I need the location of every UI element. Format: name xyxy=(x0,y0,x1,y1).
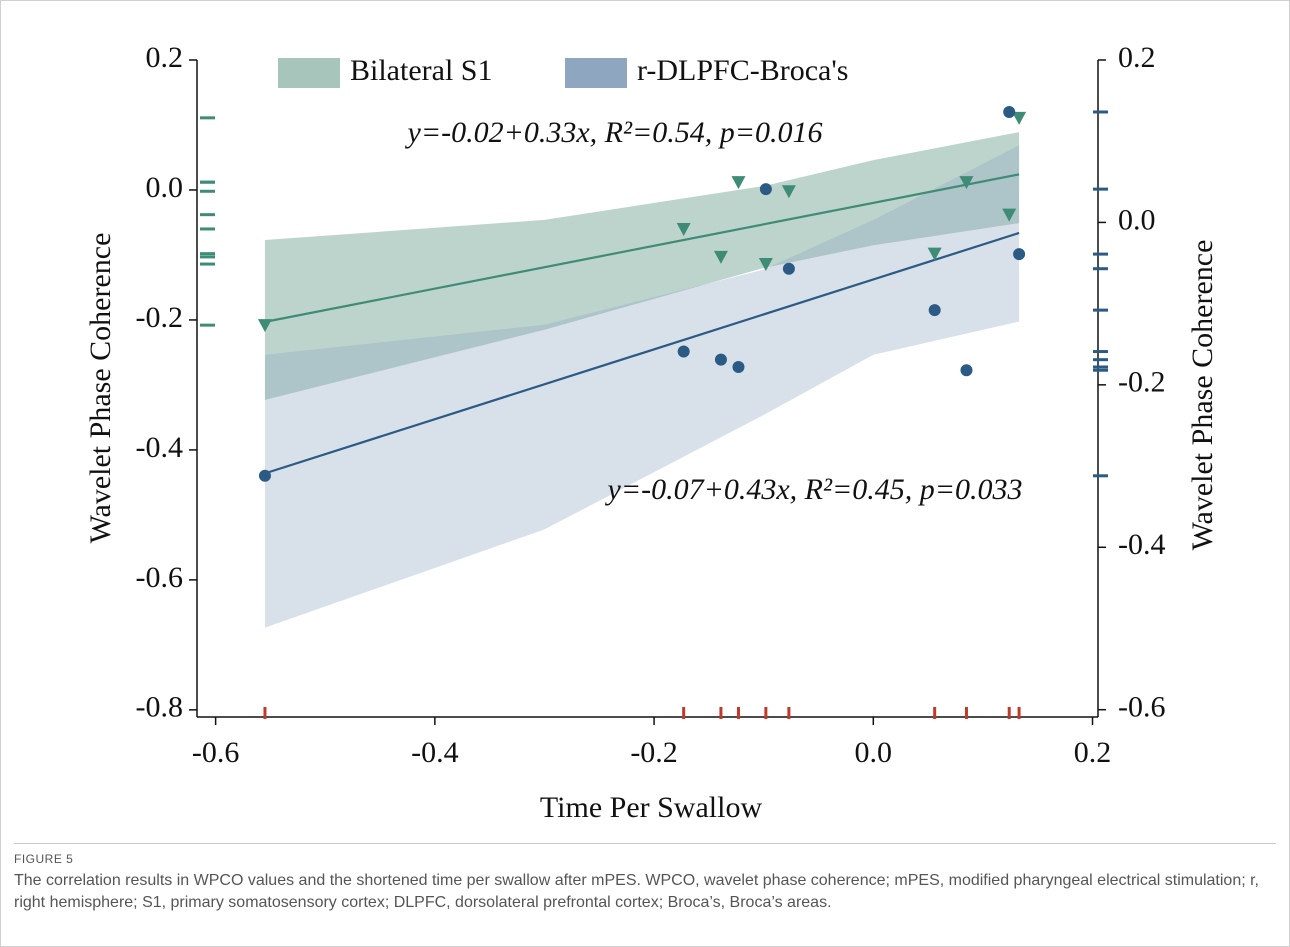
y2-tick-label: -0.6 xyxy=(1118,691,1166,724)
confidence-band xyxy=(264,132,1020,400)
legend-swatch xyxy=(565,58,627,88)
fit-annotation: y=-0.07+0.43x, R²=0.45, p=0.033 xyxy=(605,473,1023,506)
point xyxy=(732,360,745,373)
point xyxy=(713,250,728,264)
point xyxy=(714,353,727,366)
fit-line xyxy=(264,231,1020,475)
legend-label: r-DLPFC-Broca's xyxy=(637,54,848,87)
y2-tick-label: 0.0 xyxy=(1118,203,1156,236)
y-tick-label: 0.2 xyxy=(146,41,184,74)
point xyxy=(1012,111,1027,125)
figure-label: FIGURE 5 xyxy=(14,852,74,866)
x-tick-label: 0.0 xyxy=(855,736,893,769)
legend-label: Bilateral S1 xyxy=(350,54,492,87)
y2-tick-label: -0.4 xyxy=(1118,528,1166,561)
figure-caption: The correlation results in WPCO values a… xyxy=(14,872,1259,911)
y-axis-label: Wavelet Phase Coherence xyxy=(84,233,117,544)
point xyxy=(1013,248,1026,261)
y-tick-label: -0.4 xyxy=(136,431,184,464)
y-tick-label: -0.2 xyxy=(136,301,184,334)
point xyxy=(1002,208,1017,222)
point xyxy=(959,176,974,190)
x-tick-label: -0.6 xyxy=(192,736,240,769)
point xyxy=(960,364,973,377)
fit-annotation: y=-0.02+0.33x, R²=0.54, p=0.016 xyxy=(405,116,823,149)
point xyxy=(928,304,941,317)
fit-line xyxy=(264,173,1020,323)
point xyxy=(781,185,796,199)
point xyxy=(731,176,746,190)
y2-axis-label: Wavelet Phase Coherence xyxy=(1186,240,1219,551)
point xyxy=(676,222,691,236)
point xyxy=(782,262,795,275)
point xyxy=(677,345,690,358)
caption-block: FIGURE 5 The correlation results in WPCO… xyxy=(14,843,1276,914)
y2-tick-label: -0.2 xyxy=(1118,366,1166,399)
point xyxy=(758,258,773,272)
x-tick-label: -0.4 xyxy=(411,736,459,769)
chart: Time Per Swallow Wavelet Phase Coherence… xyxy=(84,41,1219,824)
x-axis-label: Time Per Swallow xyxy=(540,791,763,824)
point xyxy=(1003,105,1016,118)
y-tick-label: -0.8 xyxy=(136,691,184,724)
x-tick-label: 0.2 xyxy=(1074,736,1112,769)
point xyxy=(759,183,772,196)
x-tick-label: -0.2 xyxy=(630,736,678,769)
y2-tick-label: 0.2 xyxy=(1118,41,1156,74)
legend-swatch xyxy=(278,58,340,88)
confidence-band xyxy=(264,145,1020,628)
y-tick-label: 0.0 xyxy=(146,171,184,204)
point xyxy=(257,319,272,333)
point xyxy=(258,469,271,482)
y-tick-label: -0.6 xyxy=(136,561,184,594)
point xyxy=(927,247,942,261)
